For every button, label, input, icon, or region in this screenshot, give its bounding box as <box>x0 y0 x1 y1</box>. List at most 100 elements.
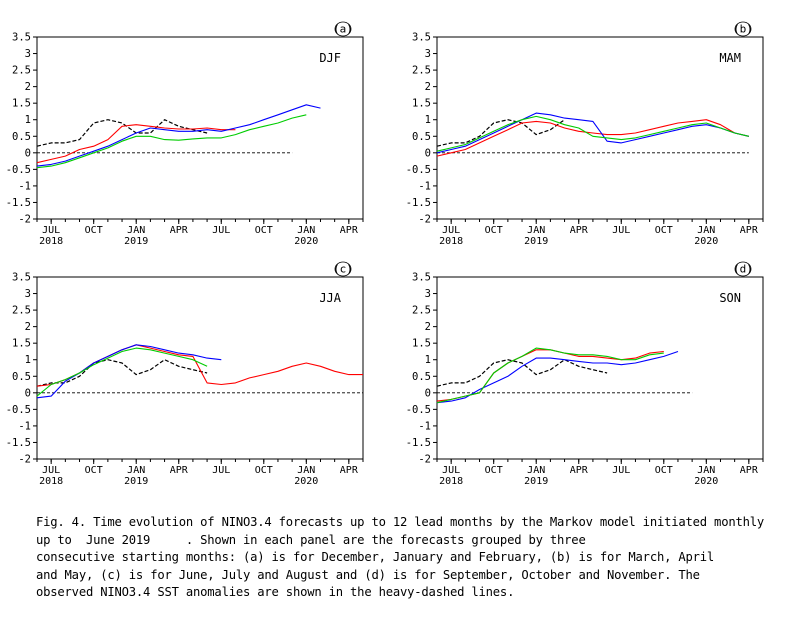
y-tick-label: 1 <box>425 114 431 126</box>
y-tick-label: -0.5 <box>406 164 431 176</box>
y-tick-label: 3 <box>425 288 431 300</box>
y-tick-label: -1 <box>418 420 431 432</box>
series-line-1 <box>36 359 208 387</box>
y-tick-label: 0 <box>425 387 431 399</box>
caption-line-3: consecutive starting months: (a) is for … <box>36 550 715 564</box>
x-tick-label: OCT <box>655 225 673 236</box>
x-tick-label: JAN <box>297 225 315 236</box>
season-label: JJA <box>319 291 341 305</box>
series-line-1 <box>436 359 608 387</box>
y-tick-label: -1.5 <box>406 437 431 449</box>
x-tick-year-label: 2018 <box>39 236 63 247</box>
season-label: MAM <box>719 51 741 65</box>
x-tick-label: JAN <box>297 465 315 476</box>
y-tick-label: 0.5 <box>12 131 31 143</box>
series-line-2 <box>436 349 664 402</box>
series-line-2 <box>436 119 749 157</box>
x-tick-label: APR <box>340 225 359 236</box>
x-tick-label: JAN <box>697 465 715 476</box>
x-tick-label: APR <box>170 465 189 476</box>
panel-label: (b) <box>733 23 753 36</box>
y-tick-label: 1.5 <box>412 338 431 350</box>
series-line-3 <box>36 104 321 167</box>
y-tick-label: 0 <box>25 387 31 399</box>
x-tick-year-label: 2020 <box>294 476 318 487</box>
x-tick-label: JUL <box>442 225 460 236</box>
y-tick-label: 0.5 <box>412 131 431 143</box>
series-line-4 <box>36 114 307 169</box>
caption-line-4: and May, (c) is for June, July and Augus… <box>36 567 700 582</box>
x-tick-label: JUL <box>612 465 630 476</box>
y-tick-label: -1.5 <box>6 197 31 209</box>
y-tick-label: -2 <box>18 454 31 466</box>
plot-frame <box>36 276 364 460</box>
series-line-3 <box>36 344 222 399</box>
x-tick-label: APR <box>340 465 359 476</box>
x-tick-year-label: 2019 <box>124 476 148 487</box>
y-tick-label: 1.5 <box>12 98 31 110</box>
y-tick-label: -0.5 <box>6 404 31 416</box>
x-tick-label: APR <box>170 225 189 236</box>
caption-line-1: Fig. 4. Time evolution of NINO3.4 foreca… <box>36 515 765 529</box>
x-tick-year-label: 2019 <box>524 236 548 247</box>
y-tick-label: 2.5 <box>412 65 431 77</box>
plot-frame <box>436 36 764 220</box>
y-tick-label: 1 <box>425 354 431 366</box>
y-tick-label: 3.5 <box>12 32 31 44</box>
x-tick-year-label: 2020 <box>694 476 718 487</box>
y-tick-label: 1 <box>25 354 31 366</box>
y-tick-label: 2 <box>425 321 431 333</box>
y-tick-label: -1.5 <box>406 197 431 209</box>
plot-frame <box>36 36 364 220</box>
x-tick-year-label: 2018 <box>439 236 463 247</box>
x-tick-label: JUL <box>42 465 60 476</box>
x-tick-label: APR <box>570 225 589 236</box>
x-tick-label: JUL <box>42 225 60 236</box>
x-tick-label: JAN <box>527 225 545 236</box>
y-tick-label: -0.5 <box>406 404 431 416</box>
x-tick-year-label: 2019 <box>524 476 548 487</box>
x-tick-year-label: 2018 <box>439 476 463 487</box>
panel-label-circle <box>734 261 752 277</box>
x-tick-label: OCT <box>255 465 273 476</box>
x-tick-label: JUL <box>442 465 460 476</box>
x-tick-label: APR <box>570 465 589 476</box>
series-line-2 <box>36 124 236 164</box>
x-tick-label: APR <box>740 465 759 476</box>
series-line-1 <box>436 119 565 147</box>
x-tick-label: OCT <box>485 225 503 236</box>
season-label: SON <box>719 291 741 305</box>
y-tick-label: 3.5 <box>412 272 431 284</box>
y-tick-label: -1.5 <box>6 437 31 449</box>
y-tick-label: -2 <box>18 214 31 226</box>
panel-label-circle <box>334 261 352 277</box>
x-tick-year-label: 2020 <box>294 236 318 247</box>
x-tick-label: OCT <box>85 225 103 236</box>
x-tick-label: JAN <box>127 465 145 476</box>
y-tick-label: -1 <box>418 180 431 192</box>
x-tick-label: JAN <box>527 465 545 476</box>
figure-caption: Fig. 4. Time evolution of NINO3.4 foreca… <box>36 514 796 602</box>
y-tick-label: 2.5 <box>412 305 431 317</box>
plot-frame <box>436 276 764 460</box>
panel-label: (a) <box>333 23 353 36</box>
y-tick-label: 1.5 <box>12 338 31 350</box>
y-tick-label: 2 <box>425 81 431 93</box>
x-tick-label: APR <box>740 225 759 236</box>
x-tick-year-label: 2018 <box>39 476 63 487</box>
panel-label-circle <box>734 21 752 37</box>
y-tick-label: -1 <box>18 420 31 432</box>
series-line-3 <box>436 350 679 404</box>
y-tick-label: 3.5 <box>412 32 431 44</box>
y-tick-label: 3 <box>25 288 31 300</box>
y-tick-label: -0.5 <box>6 164 31 176</box>
series-line-1 <box>36 119 208 147</box>
y-tick-label: 1 <box>25 114 31 126</box>
y-tick-label: -2 <box>418 454 431 466</box>
x-tick-label: OCT <box>485 465 503 476</box>
panel-label: (d) <box>733 263 753 276</box>
